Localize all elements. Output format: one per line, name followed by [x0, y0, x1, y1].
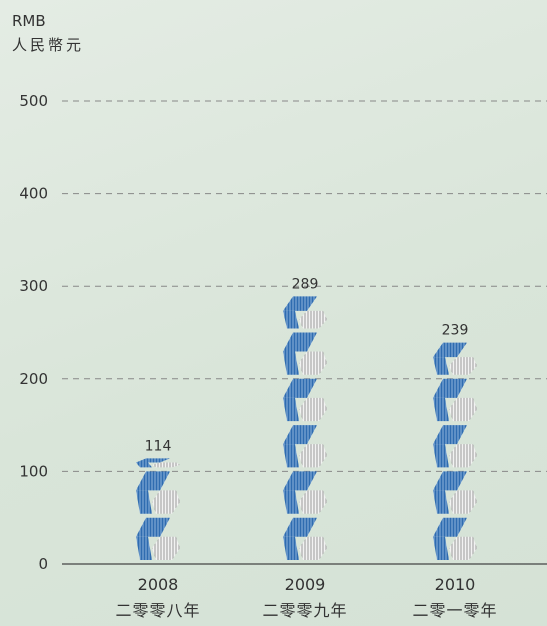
y-unit-label-cn: 人民幣元 [12, 36, 85, 54]
cube-icon [283, 332, 327, 375]
cube-face-gray [449, 444, 477, 468]
x-tick-label-cn: 二零零九年 [262, 601, 347, 620]
cube-face-blue-lower [283, 490, 299, 514]
cube-face-blue [283, 517, 317, 537]
cube-icon [433, 425, 477, 468]
y-tick-label: 400 [19, 185, 48, 203]
y-tick-label: 200 [19, 370, 48, 388]
cube-face-blue-lower [433, 444, 449, 468]
cube-face-blue [283, 296, 317, 311]
cube-face-gray [299, 351, 327, 375]
cube-face-blue-lower [136, 462, 152, 468]
cube-face-blue [283, 425, 317, 445]
cube-face-blue-lower [433, 397, 449, 422]
cube-face-blue-lower [433, 490, 449, 514]
cube-face-blue [433, 471, 467, 491]
cube-icon [283, 425, 327, 468]
x-tick-label-cn: 二零一零年 [412, 601, 497, 620]
cube-face-blue-lower [283, 351, 299, 375]
data-label: 114 [145, 438, 172, 454]
cube-face-blue-lower [433, 536, 449, 560]
cube-face-gray [449, 397, 477, 422]
cube-face-blue [433, 342, 467, 358]
cube-icon [433, 378, 477, 422]
x-tick-label: 2010 [435, 575, 476, 594]
bar [433, 342, 477, 560]
cube-face-blue-lower [433, 357, 449, 375]
cube-face-blue [136, 471, 170, 491]
cube-face-blue [283, 471, 317, 491]
cube-face-blue [283, 378, 317, 398]
x-tick-label-cn: 二零零八年 [115, 601, 200, 620]
cube-face-blue [433, 517, 467, 537]
cube-icon [136, 458, 180, 468]
cube-face-blue-lower [136, 490, 152, 514]
cube-face-blue-lower [283, 310, 299, 329]
cube-face-blue [433, 378, 467, 398]
y-tick-label: 100 [19, 462, 48, 480]
cube-icon [136, 517, 180, 560]
cube-face-gray [152, 462, 180, 468]
cube-icon [283, 517, 327, 560]
cube-face-gray [299, 397, 327, 422]
cube-face-blue-lower [136, 536, 152, 560]
cube-face-gray [449, 490, 477, 514]
cube-face-gray [152, 490, 180, 514]
cube-face-gray [299, 490, 327, 514]
cube-face-blue [433, 425, 467, 445]
cube-face-blue [283, 332, 317, 352]
cube-face-gray [152, 536, 180, 560]
cube-face-gray [299, 536, 327, 560]
cube-icon [283, 296, 327, 329]
data-label: 239 [442, 323, 469, 339]
cube-face-gray [449, 536, 477, 560]
bar [283, 296, 327, 560]
x-tick-label: 2009 [285, 575, 326, 594]
cube-face-gray [299, 310, 327, 329]
cube-face-blue [136, 458, 170, 463]
cube-face-gray [449, 357, 477, 375]
cube-icon [433, 517, 477, 560]
cube-face-gray [299, 444, 327, 468]
data-label: 289 [292, 276, 319, 292]
bar [136, 458, 180, 560]
bars-layer [136, 296, 477, 560]
cube-icon [136, 471, 180, 514]
y-unit-label-en: RMB [12, 12, 46, 30]
labels-layer: 0 100 200 300 400 500 114 2008 二零零八年 289 2009 二零零九年… [19, 92, 497, 620]
cube-icon [283, 471, 327, 514]
x-tick-label: 2008 [138, 575, 179, 594]
cube-icon [283, 378, 327, 422]
cube-icon [433, 471, 477, 514]
y-tick-label: 300 [19, 277, 48, 295]
cube-face-blue-lower [283, 536, 299, 560]
y-tick-label: 500 [19, 92, 48, 110]
cube-icon [433, 342, 477, 375]
cube-face-blue-lower [283, 397, 299, 422]
cube-face-blue-lower [283, 444, 299, 468]
y-tick-label: 0 [38, 555, 48, 573]
cube-face-blue [136, 517, 170, 537]
